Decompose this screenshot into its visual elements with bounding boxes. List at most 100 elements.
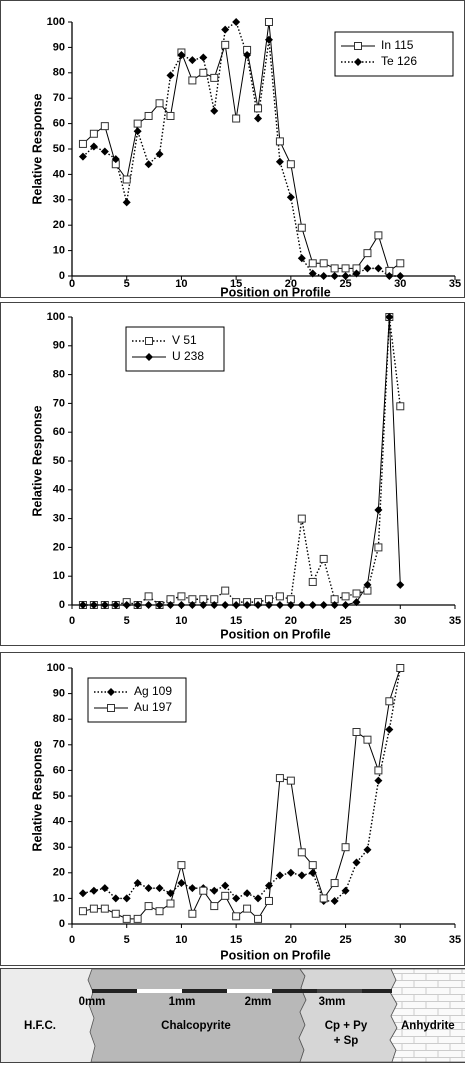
marker: [122, 198, 131, 207]
marker: [188, 56, 197, 65]
y-tick-label: 30: [53, 194, 65, 206]
marker: [122, 175, 131, 184]
marker: [188, 601, 197, 609]
marker: [374, 776, 383, 785]
marker: [297, 848, 306, 857]
legend-box: [125, 326, 225, 372]
series-line: [82, 667, 401, 902]
marker: [155, 150, 164, 159]
marker: [100, 122, 109, 131]
x-tick-label: 0: [69, 934, 75, 946]
scale-label: 3mm: [319, 996, 346, 1008]
y-tick-label: 100: [47, 16, 65, 28]
y-tick-label: 70: [53, 397, 65, 409]
marker: [155, 907, 164, 916]
marker: [352, 269, 361, 278]
legend-box: [87, 677, 187, 723]
y-tick-label: 80: [53, 67, 65, 79]
marker: [155, 884, 164, 893]
marker: [341, 272, 350, 280]
marker: [144, 884, 153, 893]
marker: [111, 155, 120, 164]
legend-label: Te 126: [381, 54, 417, 68]
marker: [352, 728, 361, 736]
marker: [78, 889, 87, 898]
legend-marker: [354, 58, 362, 66]
marker: [221, 40, 230, 49]
marker: [341, 843, 350, 852]
marker: [308, 601, 317, 609]
marker: [330, 264, 339, 273]
marker: [254, 894, 263, 903]
legend-label: Au 197: [134, 700, 172, 714]
marker: [374, 543, 383, 552]
marker: [363, 735, 372, 744]
y-tick-label: 60: [53, 426, 65, 438]
marker: [308, 259, 317, 268]
marker: [275, 157, 284, 166]
chalcopyrite-zone: [87, 969, 307, 1062]
x-tick-label: 5: [124, 278, 130, 290]
zone-label: Cp + Py: [325, 1020, 368, 1032]
marker: [297, 223, 306, 232]
marker: [308, 577, 317, 586]
marker: [264, 896, 273, 905]
marker: [243, 904, 252, 913]
marker: [286, 776, 295, 785]
marker: [286, 601, 295, 609]
marker: [297, 514, 306, 523]
zone-label: H.F.C.: [24, 1020, 56, 1032]
legend-marker: [145, 337, 153, 345]
marker: [243, 601, 252, 609]
y-axis-title: Relative Response: [30, 93, 44, 204]
y-axis-title: Relative Response: [30, 740, 44, 851]
marker: [177, 601, 186, 609]
marker: [297, 601, 306, 609]
legend-box: [334, 31, 454, 77]
y-tick-label: 60: [53, 118, 65, 130]
marker: [319, 601, 328, 609]
legend-marker: [107, 704, 115, 712]
marker: [100, 601, 109, 609]
marker: [232, 894, 241, 903]
zone-label: Anhydrite: [401, 1020, 455, 1032]
marker: [89, 142, 98, 151]
marker: [78, 907, 87, 916]
marker: [221, 891, 230, 900]
y-tick-label: 50: [53, 143, 65, 155]
x-tick-label: 30: [394, 278, 406, 290]
marker: [254, 601, 263, 609]
marker: [243, 51, 252, 60]
legend-label: In 115: [381, 38, 414, 52]
marker: [122, 894, 131, 903]
marker: [210, 601, 219, 609]
marker: [177, 592, 186, 601]
legend-label: V 51: [172, 333, 197, 347]
x-tick-label: 15: [230, 615, 242, 627]
y-tick-label: 60: [53, 764, 65, 776]
marker: [352, 598, 361, 607]
marker: [100, 884, 109, 893]
marker: [133, 601, 142, 609]
marker: [133, 127, 142, 136]
x-tick-label: 30: [394, 615, 406, 627]
chart-border: [0, 302, 465, 646]
marker: [275, 592, 284, 601]
marker: [144, 111, 153, 120]
marker: [385, 725, 394, 734]
marker: [210, 73, 219, 82]
marker: [199, 68, 208, 77]
marker: [78, 601, 87, 609]
y-tick-label: 10: [53, 892, 65, 904]
marker: [341, 601, 350, 609]
marker: [232, 114, 241, 123]
marker: [308, 868, 317, 877]
marker: [385, 697, 394, 706]
y-tick-label: 10: [53, 245, 65, 257]
marker: [319, 554, 328, 563]
marker: [133, 119, 142, 128]
marker: [254, 114, 263, 123]
marker: [199, 601, 208, 609]
marker: [133, 879, 142, 888]
